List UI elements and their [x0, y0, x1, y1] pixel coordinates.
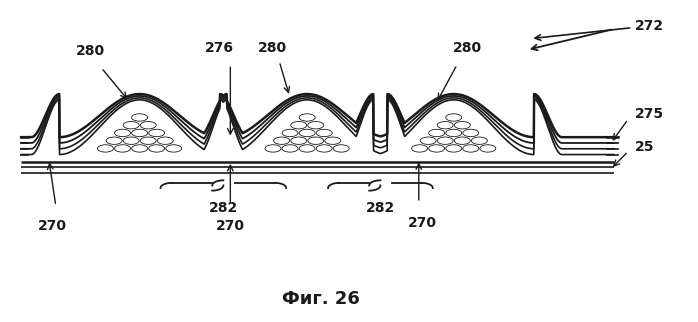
Circle shape: [308, 137, 324, 144]
Circle shape: [437, 121, 453, 129]
Text: 270: 270: [408, 216, 437, 230]
Circle shape: [114, 145, 131, 152]
Circle shape: [333, 145, 349, 152]
Circle shape: [463, 145, 479, 152]
Circle shape: [132, 114, 147, 121]
Circle shape: [140, 121, 156, 129]
Text: 270: 270: [216, 219, 245, 233]
Text: 275: 275: [635, 107, 664, 121]
Circle shape: [437, 137, 453, 144]
Circle shape: [132, 145, 147, 152]
Circle shape: [454, 121, 470, 129]
Circle shape: [446, 145, 461, 152]
Circle shape: [420, 137, 436, 144]
Circle shape: [274, 137, 290, 144]
Text: 282: 282: [366, 201, 395, 215]
Circle shape: [114, 129, 131, 137]
Circle shape: [290, 137, 306, 144]
Circle shape: [299, 145, 315, 152]
Circle shape: [471, 137, 487, 144]
Text: 270: 270: [38, 219, 67, 233]
Circle shape: [265, 145, 281, 152]
Circle shape: [149, 129, 165, 137]
Text: Фиг. 26: Фиг. 26: [282, 290, 360, 308]
Text: 272: 272: [535, 19, 664, 40]
Circle shape: [282, 129, 298, 137]
Circle shape: [98, 145, 114, 152]
Circle shape: [446, 114, 461, 121]
Text: 280: 280: [258, 41, 287, 55]
Circle shape: [132, 129, 147, 137]
Circle shape: [429, 129, 445, 137]
Circle shape: [429, 145, 445, 152]
Circle shape: [308, 121, 324, 129]
Circle shape: [463, 129, 479, 137]
Circle shape: [123, 121, 139, 129]
Text: 282: 282: [209, 201, 238, 215]
Circle shape: [412, 145, 428, 152]
Circle shape: [123, 137, 139, 144]
Circle shape: [299, 114, 315, 121]
Circle shape: [454, 137, 470, 144]
Circle shape: [325, 137, 341, 144]
Circle shape: [316, 145, 332, 152]
Circle shape: [282, 145, 298, 152]
Circle shape: [316, 129, 332, 137]
Circle shape: [480, 145, 496, 152]
Circle shape: [290, 121, 306, 129]
Circle shape: [149, 145, 165, 152]
Circle shape: [165, 145, 181, 152]
Text: 25: 25: [635, 139, 655, 154]
Circle shape: [140, 137, 156, 144]
Circle shape: [446, 129, 461, 137]
Circle shape: [299, 129, 315, 137]
Text: 276: 276: [205, 41, 235, 55]
Text: 280: 280: [453, 41, 482, 55]
Circle shape: [157, 137, 173, 144]
Text: 280: 280: [76, 44, 105, 58]
Circle shape: [106, 137, 122, 144]
